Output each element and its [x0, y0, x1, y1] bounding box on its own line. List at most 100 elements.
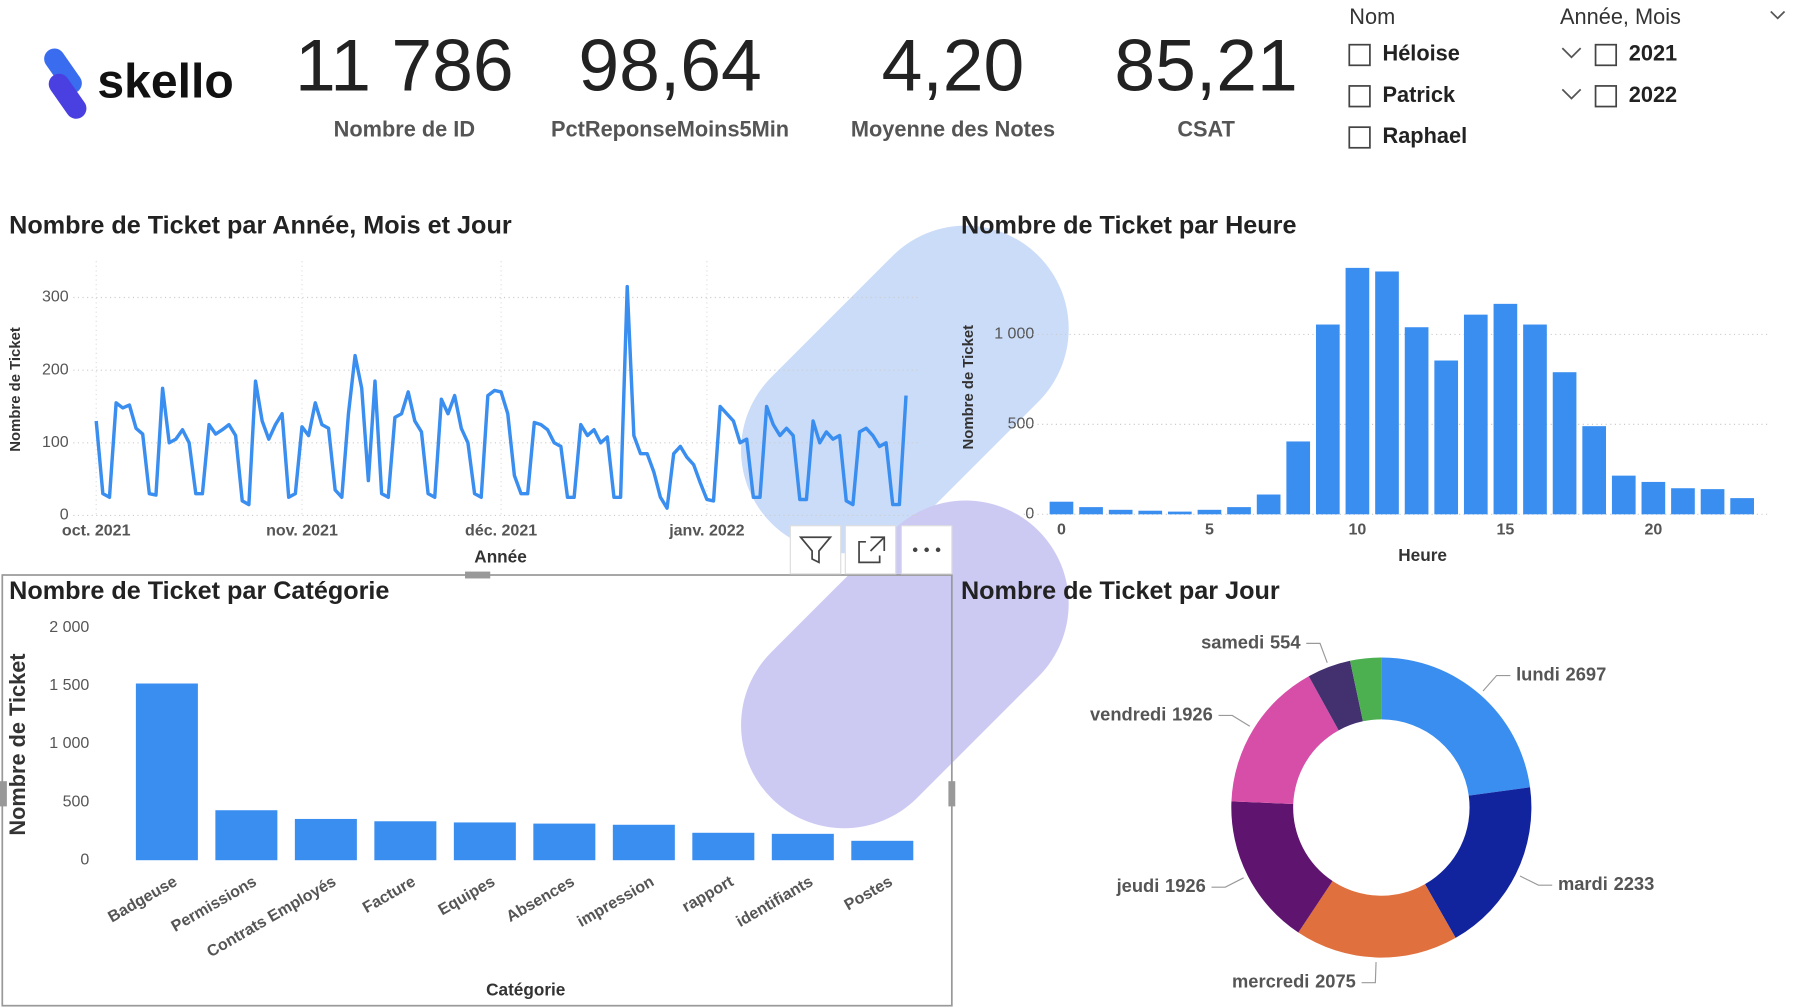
visual-header	[789, 525, 953, 575]
bar	[1463, 314, 1488, 515]
kpi-row: 11 786 Nombre de ID 98,64 PctReponseMoins5M…	[295, 24, 1298, 141]
y-axis-label: Nombre de Ticket	[961, 325, 977, 450]
filter-icon	[798, 536, 833, 564]
bar	[1286, 441, 1311, 515]
donut-slice	[1231, 676, 1339, 804]
donut-slice	[1298, 880, 1456, 958]
checkbox[interactable]	[1594, 85, 1618, 108]
bar	[1138, 510, 1163, 515]
slicer-item[interactable]: 2022	[1629, 82, 1677, 107]
y-tick-label: 1 000	[994, 325, 1034, 343]
bar	[1375, 271, 1399, 515]
slicers: Nom Héloise Patrick Raphael Année, Mois 2021 2…	[1348, 4, 1681, 149]
x-tick-label: Postes	[841, 872, 896, 914]
y-tick-label: 1 000	[49, 734, 89, 752]
bar	[851, 840, 914, 861]
x-tick-label: 0	[1057, 521, 1066, 539]
x-tick-label: janv. 2022	[668, 522, 744, 540]
donut-slice	[1308, 660, 1363, 731]
leader-line	[1482, 674, 1511, 692]
resize-handle[interactable]	[948, 781, 956, 807]
expand-chevron[interactable]	[1561, 47, 1582, 59]
x-tick-label: Contrats Employés	[204, 872, 339, 961]
bar	[1315, 324, 1340, 515]
leader-line	[1519, 875, 1553, 886]
x-tick-label: 5	[1205, 521, 1214, 539]
bar	[1168, 511, 1192, 515]
x-tick-label: 20	[1644, 521, 1662, 539]
x-axis-label: Catégorie	[486, 979, 565, 999]
checkbox[interactable]	[1348, 85, 1371, 108]
resize-handle[interactable]	[465, 571, 491, 579]
x-tick-label: impression	[574, 872, 657, 930]
y-tick-label: 0	[60, 506, 69, 524]
watermark-shape	[741, 225, 1069, 554]
data-label: mercredi 2075	[1232, 971, 1356, 992]
kpi-label: PctReponseMoins5Min	[551, 116, 789, 141]
bar	[1671, 488, 1695, 515]
x-tick-label: 10	[1349, 521, 1367, 539]
data-label: samedi 554	[1201, 631, 1301, 652]
checkbox[interactable]	[1348, 43, 1371, 67]
x-tick-label: 15	[1496, 521, 1514, 539]
data-label: vendredi 1926	[1090, 703, 1213, 724]
logo-text: skello	[97, 54, 233, 108]
bar	[1404, 327, 1429, 515]
slicer-item[interactable]: 2021	[1629, 41, 1677, 66]
bar	[1256, 494, 1281, 515]
bar	[1108, 509, 1133, 515]
x-tick-label: Badgeuse	[105, 872, 180, 926]
slicer-title: Nom	[1349, 4, 1395, 29]
kpi-value: 98,64	[578, 24, 761, 106]
y-tick-label: 0	[1025, 505, 1034, 523]
bar	[215, 810, 278, 861]
slicer-chevron[interactable]	[1770, 10, 1786, 20]
y-tick-label: 500	[63, 792, 90, 810]
slicer-item[interactable]: Patrick	[1383, 82, 1456, 107]
donut-slice	[1425, 787, 1532, 938]
bar	[1552, 372, 1577, 515]
data-label-category: mardi	[1558, 873, 1608, 894]
bar	[1345, 267, 1370, 515]
bar	[1197, 509, 1222, 515]
bar	[771, 833, 834, 861]
x-tick-label: Absences	[503, 872, 578, 925]
y-tick-label: 0	[80, 850, 89, 868]
y-tick-label: 500	[1008, 415, 1035, 433]
slicer-item[interactable]: Héloise	[1383, 41, 1460, 66]
more-icon	[912, 547, 941, 553]
kpi-label: Nombre de ID	[334, 116, 475, 141]
bar	[612, 824, 675, 861]
data-label-value: 2233	[1614, 873, 1655, 894]
data-label: mardi 2233	[1558, 873, 1654, 894]
kpi-value: 4,20	[882, 24, 1025, 106]
focus-icon	[858, 536, 886, 564]
bar	[1049, 501, 1074, 515]
resize-handle[interactable]	[0, 781, 7, 807]
checkbox[interactable]	[1348, 126, 1371, 149]
x-tick-label: oct. 2021	[62, 522, 131, 540]
watermark	[741, 225, 1069, 829]
slicer-title: Année, Mois	[1560, 4, 1681, 29]
leader-line	[1306, 642, 1328, 663]
x-tick-label: rapport	[679, 872, 737, 916]
data-label: lundi 2697	[1516, 663, 1606, 684]
x-tick-label: nov. 2021	[266, 522, 338, 540]
y-tick-label: 100	[42, 433, 69, 451]
donut-slice	[1350, 657, 1382, 722]
expand-chevron[interactable]	[1561, 88, 1582, 100]
checkbox[interactable]	[1594, 43, 1618, 67]
bar	[533, 823, 596, 861]
filter-button[interactable]	[789, 525, 842, 575]
data-label-value: 1926	[1165, 875, 1206, 896]
logo-icon	[44, 48, 82, 94]
logo: skello	[44, 48, 234, 119]
data-label-category: lundi	[1516, 663, 1560, 684]
donut-slice	[1381, 657, 1531, 796]
chart-title: Nombre de Ticket par Heure	[961, 211, 1296, 239]
x-tick-label: identifiants	[733, 872, 816, 930]
slicer-item[interactable]: Raphael	[1383, 123, 1468, 148]
chart-title: Nombre de Ticket par Catégorie	[9, 577, 389, 605]
bar	[1079, 507, 1103, 515]
